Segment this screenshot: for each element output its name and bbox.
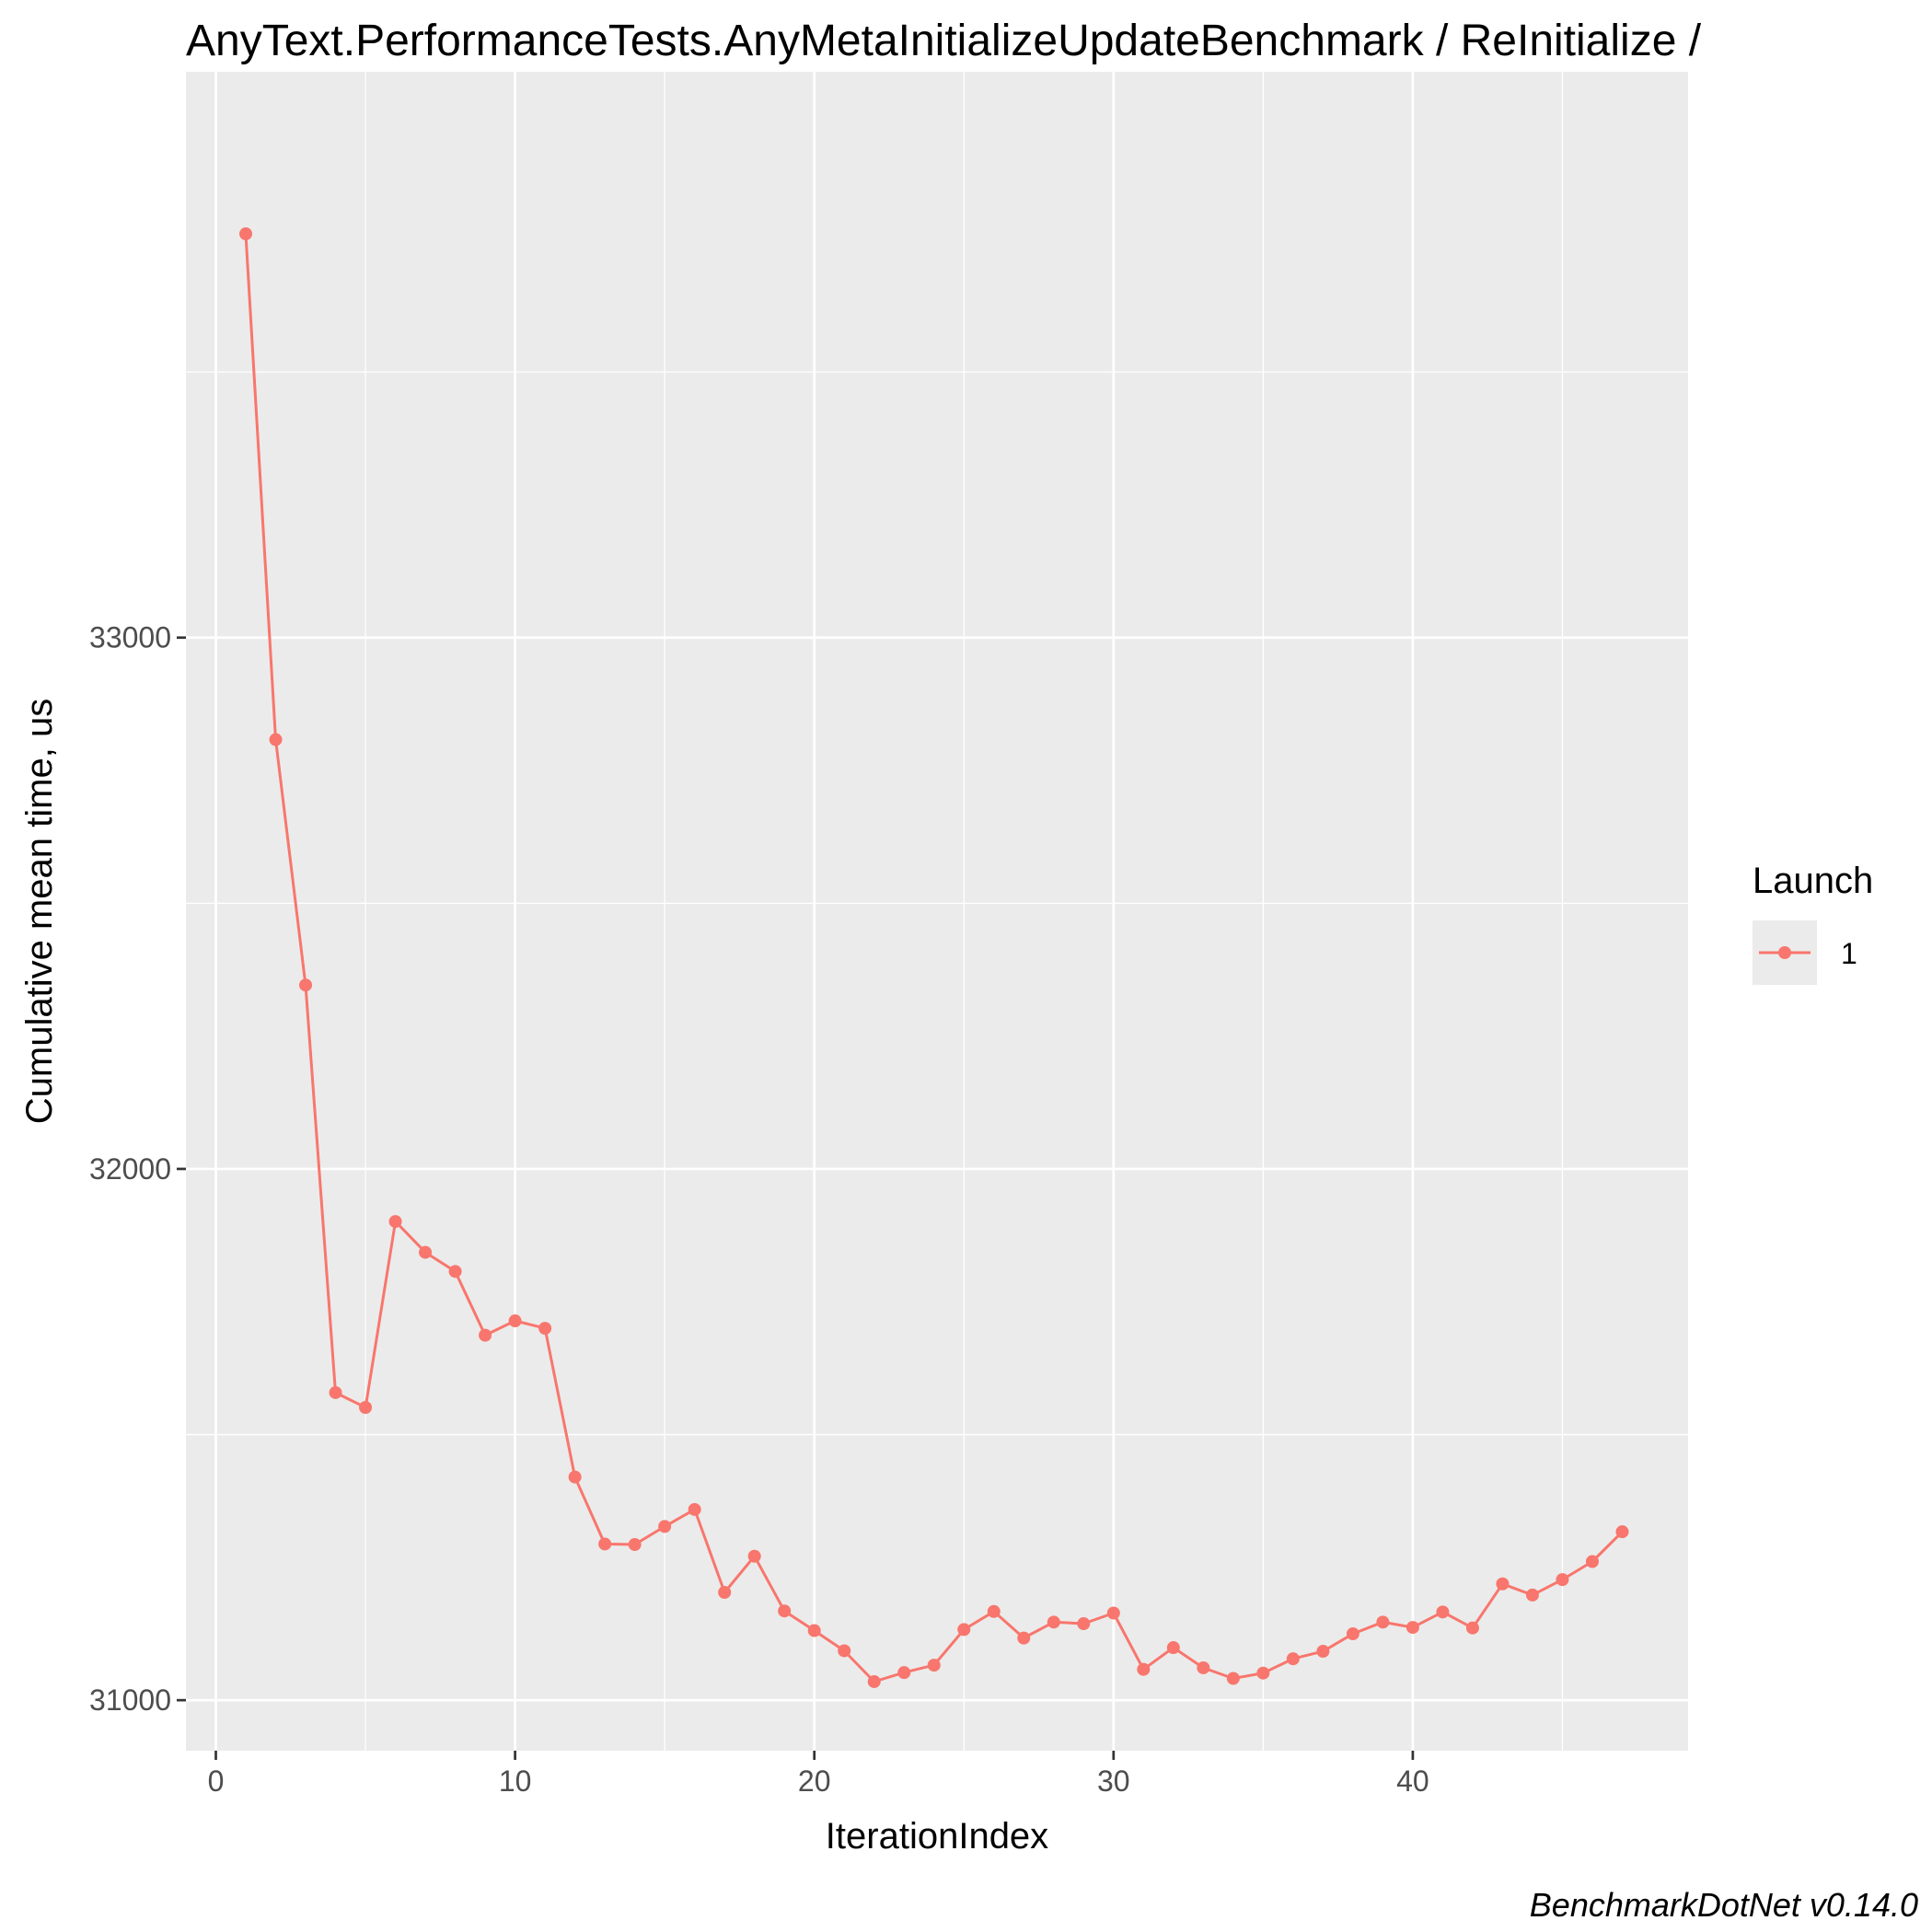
- data-point: [718, 1585, 732, 1599]
- data-point: [1017, 1631, 1031, 1645]
- data-point: [479, 1328, 492, 1342]
- data-point: [1106, 1606, 1120, 1620]
- data-point: [568, 1470, 582, 1484]
- data-point: [1496, 1577, 1510, 1591]
- data-point: [388, 1215, 402, 1229]
- legend-label: 1: [1841, 937, 1857, 970]
- data-point: [987, 1604, 1001, 1618]
- legend-title: Launch: [1753, 861, 1873, 901]
- data-point: [269, 733, 283, 746]
- data-point: [299, 978, 313, 992]
- y-tick-label: 32000: [89, 1152, 171, 1186]
- data-point: [1406, 1621, 1419, 1635]
- y-axis: 31000 32000 33000: [89, 621, 186, 1717]
- data-point: [838, 1644, 851, 1658]
- data-point: [538, 1322, 552, 1336]
- x-tick-label: 10: [499, 1764, 532, 1798]
- data-point: [1376, 1615, 1390, 1629]
- data-point: [1197, 1660, 1210, 1674]
- data-point: [1256, 1666, 1270, 1680]
- x-axis: 0 10 20 30 40: [208, 1751, 1429, 1798]
- data-point: [658, 1520, 672, 1533]
- x-tick-label: 20: [798, 1764, 831, 1798]
- x-tick-label: 40: [1396, 1764, 1429, 1798]
- data-point: [957, 1623, 971, 1637]
- plot-panel: [186, 72, 1688, 1751]
- y-axis-title: Cumulative mean time, us: [19, 699, 60, 1124]
- data-point: [448, 1265, 462, 1278]
- x-tick-label: 0: [208, 1764, 225, 1798]
- data-point: [807, 1624, 821, 1637]
- data-point: [778, 1604, 792, 1618]
- y-tick-label: 31000: [89, 1683, 171, 1717]
- data-point: [1436, 1605, 1450, 1619]
- data-point: [1465, 1621, 1479, 1635]
- data-point: [1585, 1555, 1599, 1568]
- data-point: [239, 227, 253, 241]
- data-point: [1047, 1615, 1060, 1629]
- x-axis-title: IterationIndex: [826, 1816, 1048, 1857]
- data-point: [1137, 1662, 1151, 1676]
- series-layer: [239, 227, 1629, 1688]
- data-point: [598, 1537, 612, 1551]
- data-point: [1346, 1627, 1359, 1641]
- data-point: [688, 1502, 701, 1516]
- legend: Launch 1: [1753, 861, 1873, 985]
- grid-minor: [186, 72, 1688, 1751]
- caption: BenchmarkDotNet v0.14.0: [1530, 1886, 1918, 1924]
- data-point: [1226, 1672, 1240, 1685]
- data-point: [1525, 1588, 1539, 1602]
- data-point: [628, 1538, 642, 1552]
- chart-title: AnyText.PerformanceTests.AnyMetaInitiali…: [186, 17, 1702, 65]
- data-point: [359, 1401, 373, 1415]
- y-tick-label: 33000: [89, 621, 171, 654]
- data-point: [747, 1549, 761, 1563]
- data-point: [867, 1674, 881, 1688]
- grid-major: [186, 72, 1688, 1751]
- data-point: [1077, 1617, 1091, 1631]
- data-point: [927, 1659, 941, 1672]
- data-point: [329, 1385, 342, 1399]
- data-point: [1286, 1652, 1300, 1666]
- data-point: [1316, 1645, 1330, 1659]
- data-point: [1615, 1525, 1629, 1539]
- data-point: [897, 1666, 911, 1680]
- data-point: [419, 1245, 433, 1259]
- legend-key-point: [1778, 946, 1791, 959]
- x-tick-label: 30: [1097, 1764, 1130, 1798]
- data-point: [1556, 1573, 1569, 1587]
- data-point: [508, 1314, 522, 1328]
- data-point: [1166, 1641, 1180, 1655]
